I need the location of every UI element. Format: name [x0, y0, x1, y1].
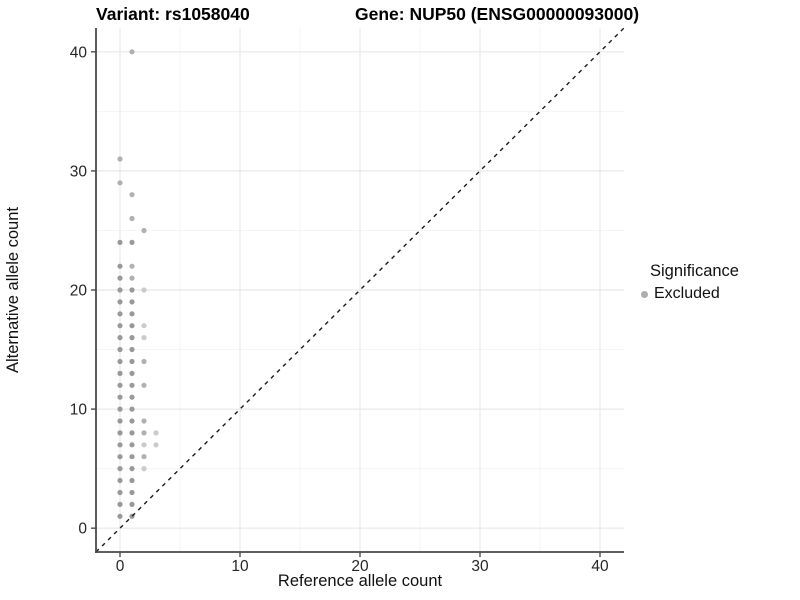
- data-point: [117, 239, 123, 245]
- plot-title-gene: Gene: NUP50 (ENSG00000093000): [355, 4, 640, 24]
- data-point: [117, 394, 123, 400]
- data-point: [129, 477, 135, 484]
- y-axis-tick-label: 30: [70, 163, 88, 180]
- legend-point-icon: [641, 290, 648, 298]
- data-point: [117, 311, 123, 317]
- y-axis-tick-label: 20: [70, 283, 88, 300]
- data-point: [129, 311, 135, 317]
- data-point: [129, 382, 135, 388]
- data-point: [117, 275, 123, 281]
- data-point: [129, 418, 135, 424]
- data-point: [117, 346, 123, 353]
- data-point: [129, 275, 135, 281]
- data-point: [117, 406, 123, 412]
- data-point: [117, 287, 123, 293]
- data-point: [117, 156, 123, 162]
- data-point: [141, 382, 147, 388]
- data-point: [141, 358, 147, 365]
- y-axis-tick-label: 10: [70, 402, 88, 419]
- x-axis-tick-label: 30: [471, 558, 489, 575]
- x-axis-tick-label: 10: [231, 558, 249, 575]
- data-point: [141, 466, 147, 472]
- data-point: [117, 477, 123, 484]
- y-axis-tick-label: 0: [78, 521, 87, 538]
- data-point: [117, 418, 123, 424]
- data-point: [129, 192, 135, 198]
- data-point: [117, 489, 123, 496]
- legend-title: Significance: [650, 262, 739, 280]
- legend-item-excluded: Excluded: [641, 284, 739, 304]
- plot-title-variant: Variant: rs1058040: [96, 4, 250, 24]
- data-point: [129, 430, 135, 436]
- y-axis-tick-label: 40: [70, 44, 88, 61]
- x-axis-tick-label: 20: [351, 558, 369, 575]
- data-point: [129, 466, 135, 472]
- x-axis-tick-label: 40: [591, 558, 609, 575]
- data-point: [117, 299, 123, 305]
- legend-item-label: Excluded: [654, 285, 720, 302]
- data-point: [117, 501, 123, 507]
- data-point: [117, 430, 123, 436]
- data-point: [129, 49, 135, 55]
- data-point: [141, 418, 147, 424]
- data-point: [117, 382, 123, 388]
- data-point: [129, 299, 135, 305]
- data-point: [153, 442, 159, 448]
- data-point: [117, 454, 123, 460]
- data-point: [117, 335, 123, 341]
- data-point: [117, 180, 123, 186]
- data-point: [129, 346, 135, 353]
- data-point: [141, 227, 147, 234]
- data-point: [129, 239, 135, 245]
- data-point: [129, 501, 135, 507]
- data-point: [129, 335, 135, 341]
- data-point: [141, 335, 147, 341]
- legend: Significance Excluded: [641, 261, 739, 304]
- data-point: [141, 430, 147, 436]
- x-axis-tick-label: 0: [116, 558, 125, 575]
- data-point: [141, 454, 147, 460]
- data-point: [117, 263, 123, 269]
- data-point: [129, 370, 135, 376]
- data-point: [117, 466, 123, 472]
- data-point: [129, 215, 135, 222]
- data-point: [117, 323, 123, 329]
- data-point: [129, 406, 135, 412]
- data-point: [129, 394, 135, 400]
- data-point: [153, 430, 159, 436]
- data-point: [129, 489, 135, 496]
- data-point: [141, 442, 147, 448]
- data-point: [129, 442, 135, 448]
- data-point: [117, 442, 123, 448]
- data-point: [129, 454, 135, 460]
- data-point: [129, 287, 135, 293]
- data-point: [129, 263, 135, 269]
- data-point: [117, 370, 123, 376]
- data-point: [141, 323, 147, 329]
- x-axis-title: Reference allele count: [277, 572, 443, 590]
- data-point: [141, 287, 147, 293]
- data-point: [129, 358, 135, 365]
- data-point: [129, 323, 135, 329]
- data-point: [117, 358, 123, 365]
- data-point: [117, 513, 123, 519]
